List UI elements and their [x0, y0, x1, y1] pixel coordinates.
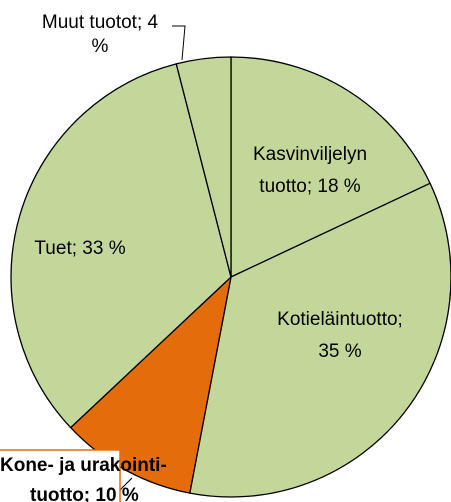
label-line: Kone- ja urakointi-	[0, 455, 167, 476]
slice-label: Kotieläintuotto; 35 %	[277, 309, 403, 362]
pie-slice	[230, 56, 431, 279]
label-line: tuotto; 10 %	[30, 485, 139, 502]
leader-line	[172, 25, 186, 61]
label-line: %	[92, 36, 109, 57]
label-line: tuotto; 18 %	[259, 176, 361, 197]
pie-slice	[189, 182, 451, 498]
label-line: Kotieläintuotto;	[277, 309, 403, 330]
pie-slice	[175, 56, 232, 278]
label-line: Kasvinviljelyn	[253, 144, 367, 165]
label-line: Tuet; 33 %	[34, 238, 125, 259]
pie-slice	[10, 63, 232, 429]
label-line: 35 %	[318, 341, 361, 362]
slice-label: Muut tuotot; 4%	[42, 12, 159, 57]
slice-label: Kone- ja urakointi-tuotto; 10 %	[0, 455, 167, 502]
slice-label: Tuet; 33 %	[34, 238, 125, 259]
label-box	[0, 449, 121, 502]
label-line: Muut tuotot; 4	[42, 12, 159, 33]
slice-label: Kasvinviljelyn tuotto; 18 %	[253, 144, 367, 197]
pie-slice	[69, 275, 233, 494]
